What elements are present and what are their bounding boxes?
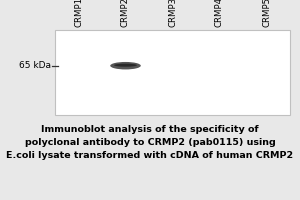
Text: CRMP4: CRMP4 [215,0,224,27]
Text: CRMP2: CRMP2 [121,0,130,27]
Text: polyclonal antibody to CRMP2 (pab0115) using: polyclonal antibody to CRMP2 (pab0115) u… [25,138,275,147]
Text: Immunoblot analysis of the specificity of: Immunoblot analysis of the specificity o… [41,125,259,134]
Text: E.coli lysate transformed with cDNA of human CRMP2: E.coli lysate transformed with cDNA of h… [6,151,294,160]
Text: CRMP3: CRMP3 [168,0,177,27]
Ellipse shape [114,64,137,67]
Text: CRMP5: CRMP5 [262,0,271,27]
Bar [55,30,290,115]
Text: 65 kDa: 65 kDa [19,61,51,70]
Ellipse shape [110,62,141,69]
Text: CRMP1: CRMP1 [74,0,83,27]
